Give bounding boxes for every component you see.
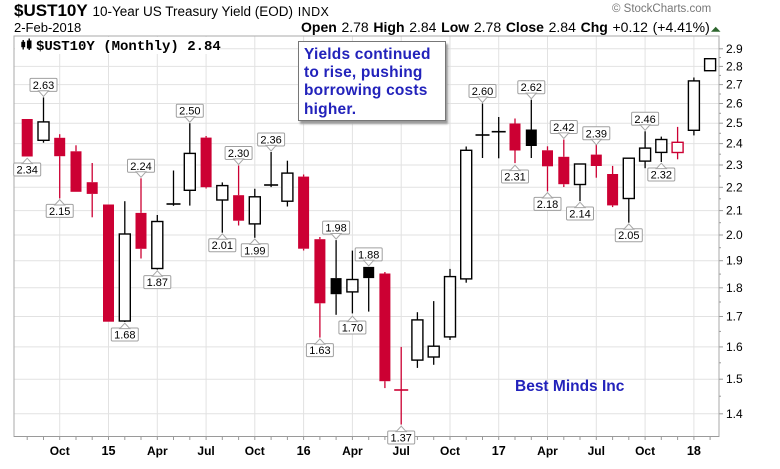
svg-text:2.2: 2.2 [726, 180, 743, 194]
svg-text:2.5: 2.5 [726, 116, 743, 130]
svg-text:2.39: 2.39 [586, 128, 607, 140]
svg-text:2.7: 2.7 [726, 78, 743, 92]
svg-text:2.24: 2.24 [130, 161, 151, 173]
svg-text:2.63: 2.63 [33, 80, 54, 92]
svg-text:17: 17 [492, 444, 506, 458]
svg-text:2.46: 2.46 [634, 114, 655, 126]
svg-text:2.4: 2.4 [726, 137, 743, 151]
svg-text:16: 16 [297, 444, 311, 458]
svg-text:2.15: 2.15 [49, 206, 70, 218]
svg-text:1.68: 1.68 [114, 330, 135, 342]
svg-text:1.8: 1.8 [726, 281, 743, 295]
svg-text:1.88: 1.88 [358, 249, 379, 261]
svg-text:Apr: Apr [537, 444, 558, 458]
svg-text:1.98: 1.98 [325, 223, 346, 235]
svg-text:2.36: 2.36 [260, 135, 281, 147]
svg-text:Oct: Oct [50, 444, 70, 458]
svg-text:2.01: 2.01 [212, 240, 233, 252]
svg-text:2.30: 2.30 [228, 148, 249, 160]
svg-text:2.34: 2.34 [16, 165, 37, 177]
svg-text:2.32: 2.32 [651, 170, 672, 182]
svg-text:1.87: 1.87 [147, 277, 168, 289]
svg-text:2.18: 2.18 [537, 199, 558, 211]
svg-text:Apr: Apr [147, 444, 168, 458]
svg-text:Jul: Jul [197, 444, 214, 458]
svg-text:1.63: 1.63 [309, 345, 330, 357]
svg-text:Jul: Jul [588, 444, 605, 458]
svg-text:1.37: 1.37 [390, 433, 411, 445]
svg-text:2.42: 2.42 [553, 122, 574, 134]
svg-text:18: 18 [687, 444, 701, 458]
svg-text:1.9: 1.9 [726, 254, 743, 268]
svg-text:2.62: 2.62 [521, 82, 542, 94]
svg-text:2.31: 2.31 [504, 172, 525, 184]
svg-text:Apr: Apr [342, 444, 363, 458]
svg-text:2.8: 2.8 [726, 59, 743, 73]
svg-text:Jul: Jul [393, 444, 410, 458]
svg-text:Oct: Oct [635, 444, 655, 458]
svg-text:1.5: 1.5 [726, 372, 743, 386]
svg-text:2.14: 2.14 [569, 209, 590, 221]
svg-text:Oct: Oct [440, 444, 460, 458]
svg-text:2.50: 2.50 [179, 106, 200, 118]
svg-text:2.05: 2.05 [618, 230, 639, 242]
svg-text:$UST10Y (Monthly) 2.84: $UST10Y (Monthly) 2.84 [36, 39, 221, 55]
svg-text:2.0: 2.0 [726, 228, 743, 242]
svg-text:2.1: 2.1 [726, 204, 743, 218]
svg-text:1.6: 1.6 [726, 340, 743, 354]
svg-text:2.60: 2.60 [472, 86, 493, 98]
svg-text:1.99: 1.99 [244, 245, 265, 257]
svg-text:1.70: 1.70 [342, 323, 363, 335]
svg-text:2.9: 2.9 [726, 42, 743, 56]
svg-text:2.6: 2.6 [726, 97, 743, 111]
svg-text:1.7: 1.7 [726, 310, 743, 324]
svg-text:2.3: 2.3 [726, 158, 743, 172]
svg-text:Oct: Oct [245, 444, 265, 458]
svg-text:15: 15 [101, 444, 115, 458]
svg-text:1.4: 1.4 [726, 407, 743, 421]
